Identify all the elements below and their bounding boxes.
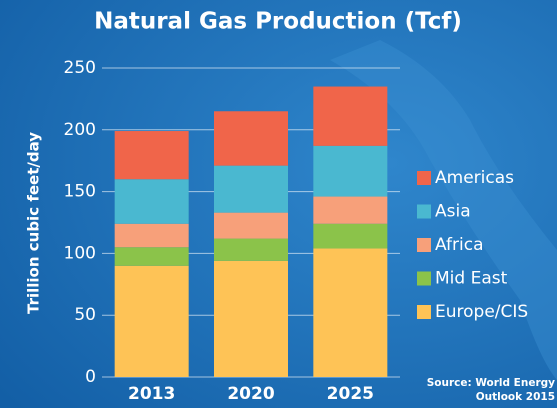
- legend-label: Mid East: [435, 269, 508, 289]
- bar-segment: [313, 146, 387, 197]
- bar-segment: [214, 239, 288, 261]
- bar-segment: [115, 224, 189, 247]
- bar-segment: [313, 224, 387, 249]
- chart: Natural Gas Production (Tcf) Trillion cu…: [0, 0, 557, 408]
- x-tick-label: 2025: [327, 384, 374, 404]
- bar-segment: [313, 248, 387, 377]
- bar-segment: [115, 131, 189, 179]
- y-tick-label: 100: [64, 243, 96, 263]
- bar-segment: [115, 266, 189, 377]
- source-line: Source: World Energy: [427, 377, 555, 389]
- bar-segment: [214, 166, 288, 213]
- x-tick-label: 2013: [128, 384, 175, 404]
- bar-segment: [313, 87, 387, 146]
- bar-segment: [115, 179, 189, 223]
- y-tick-label: 50: [74, 305, 96, 325]
- legend-label: Americas: [435, 168, 514, 188]
- legend-label: Asia: [435, 202, 471, 222]
- chart-title: Natural Gas Production (Tcf): [94, 9, 462, 35]
- bar-segment: [214, 261, 288, 377]
- x-tick-label: 2020: [227, 384, 274, 404]
- legend-swatch: [417, 238, 431, 252]
- y-tick-label: 200: [64, 120, 96, 140]
- bar-segment: [313, 197, 387, 224]
- y-tick-label: 150: [64, 182, 96, 202]
- source-line: Outlook 2015: [476, 391, 555, 403]
- legend-label: Africa: [435, 235, 484, 255]
- y-tick-label: 250: [64, 58, 96, 78]
- legend-swatch: [417, 171, 431, 185]
- y-axis-label: Trillion cubic feet/day: [25, 132, 43, 314]
- legend-swatch: [417, 272, 431, 286]
- bar-segment: [214, 111, 288, 165]
- y-tick-label: 0: [85, 367, 96, 387]
- bar-segment: [115, 247, 189, 266]
- bar-segment: [214, 213, 288, 239]
- legend-swatch: [417, 205, 431, 219]
- legend-swatch: [417, 305, 431, 319]
- legend-label: Europe/CIS: [435, 302, 528, 322]
